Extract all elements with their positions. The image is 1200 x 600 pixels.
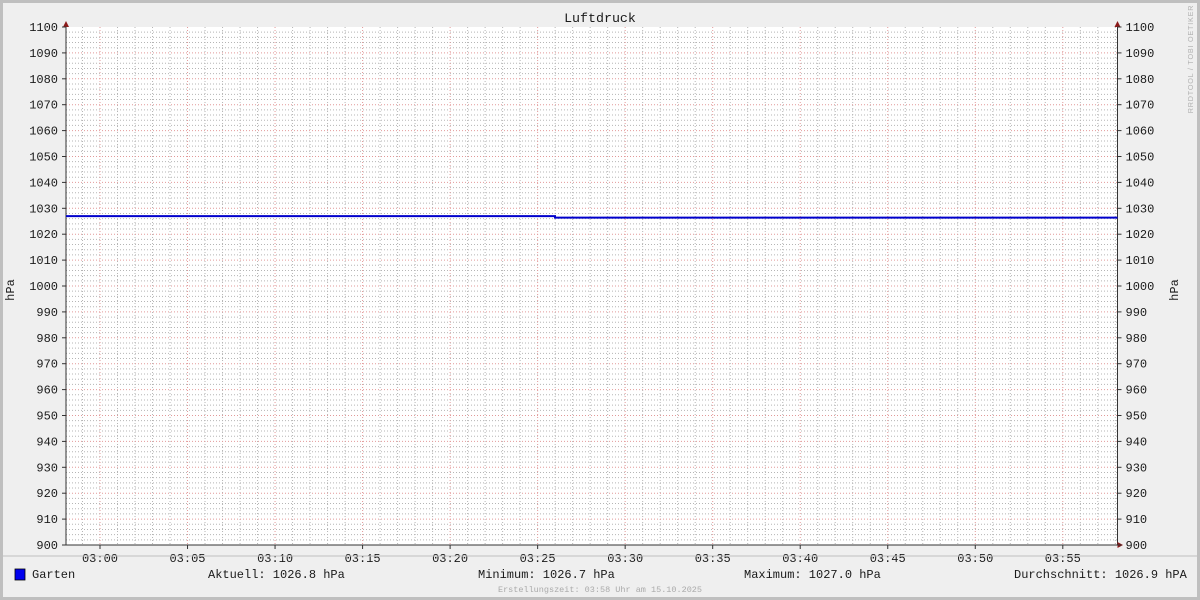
svg-text:980: 980	[1126, 332, 1148, 346]
svg-text:960: 960	[1126, 384, 1148, 398]
svg-text:1000: 1000	[1126, 280, 1155, 294]
svg-text:Erstellungszeit: 03:58 Uhr am: Erstellungszeit: 03:58 Uhr am 15.10.2025	[498, 585, 702, 595]
svg-text:940: 940	[36, 435, 58, 449]
svg-text:1050: 1050	[29, 151, 58, 165]
svg-text:1080: 1080	[1126, 73, 1155, 87]
svg-text:03:15: 03:15	[345, 552, 381, 566]
svg-text:1050: 1050	[1126, 151, 1155, 165]
svg-text:Luftdruck: Luftdruck	[564, 11, 636, 26]
svg-text:03:20: 03:20	[432, 552, 468, 566]
svg-text:03:30: 03:30	[607, 552, 643, 566]
svg-text:920: 920	[36, 487, 58, 501]
svg-text:1070: 1070	[29, 99, 58, 113]
svg-text:03:40: 03:40	[782, 552, 818, 566]
svg-text:03:55: 03:55	[1045, 552, 1081, 566]
svg-text:1100: 1100	[29, 21, 58, 35]
svg-text:970: 970	[36, 358, 58, 372]
svg-text:03:10: 03:10	[257, 552, 293, 566]
svg-text:940: 940	[1126, 435, 1148, 449]
svg-text:03:25: 03:25	[520, 552, 556, 566]
svg-text:930: 930	[1126, 461, 1148, 475]
svg-text:03:35: 03:35	[695, 552, 731, 566]
svg-text:hPa: hPa	[1168, 279, 1182, 301]
svg-text:900: 900	[1126, 539, 1148, 553]
svg-text:910: 910	[1126, 513, 1148, 527]
svg-text:03:45: 03:45	[870, 552, 906, 566]
svg-text:1040: 1040	[1126, 176, 1155, 190]
svg-text:990: 990	[1126, 306, 1148, 320]
svg-text:Durchschnitt: 1026.9 hPA: Durchschnitt: 1026.9 hPA	[1014, 568, 1188, 582]
svg-text:990: 990	[36, 306, 58, 320]
svg-text:1040: 1040	[29, 176, 58, 190]
svg-text:920: 920	[1126, 487, 1148, 501]
svg-text:1070: 1070	[1126, 99, 1155, 113]
svg-text:RRDTOOL / TOBI OETIKER: RRDTOOL / TOBI OETIKER	[1186, 5, 1195, 113]
svg-text:910: 910	[36, 513, 58, 527]
svg-text:950: 950	[36, 410, 58, 424]
svg-text:900: 900	[36, 539, 58, 553]
svg-text:Minimum: 1026.7 hPa: Minimum: 1026.7 hPa	[478, 568, 615, 582]
svg-text:980: 980	[36, 332, 58, 346]
svg-text:930: 930	[36, 461, 58, 475]
svg-text:1090: 1090	[1126, 47, 1155, 61]
svg-text:1010: 1010	[1126, 254, 1155, 268]
svg-text:1100: 1100	[1126, 21, 1155, 35]
svg-text:1000: 1000	[29, 280, 58, 294]
svg-text:1020: 1020	[1126, 228, 1155, 242]
svg-text:960: 960	[36, 384, 58, 398]
svg-text:1030: 1030	[1126, 202, 1155, 216]
svg-text:Garten: Garten	[32, 568, 75, 582]
svg-text:hPa: hPa	[4, 279, 18, 301]
svg-text:Aktuell: 1026.8 hPa: Aktuell: 1026.8 hPa	[208, 568, 345, 582]
svg-text:03:00: 03:00	[82, 552, 118, 566]
svg-text:1030: 1030	[29, 202, 58, 216]
svg-text:1020: 1020	[29, 228, 58, 242]
svg-text:Maximum: 1027.0 hPa: Maximum: 1027.0 hPa	[744, 568, 881, 582]
svg-text:950: 950	[1126, 410, 1148, 424]
svg-text:03:50: 03:50	[957, 552, 993, 566]
svg-text:1060: 1060	[1126, 125, 1155, 139]
svg-text:1090: 1090	[29, 47, 58, 61]
svg-text:1060: 1060	[29, 125, 58, 139]
svg-text:1080: 1080	[29, 73, 58, 87]
svg-text:03:05: 03:05	[169, 552, 205, 566]
svg-text:970: 970	[1126, 358, 1148, 372]
svg-text:1010: 1010	[29, 254, 58, 268]
